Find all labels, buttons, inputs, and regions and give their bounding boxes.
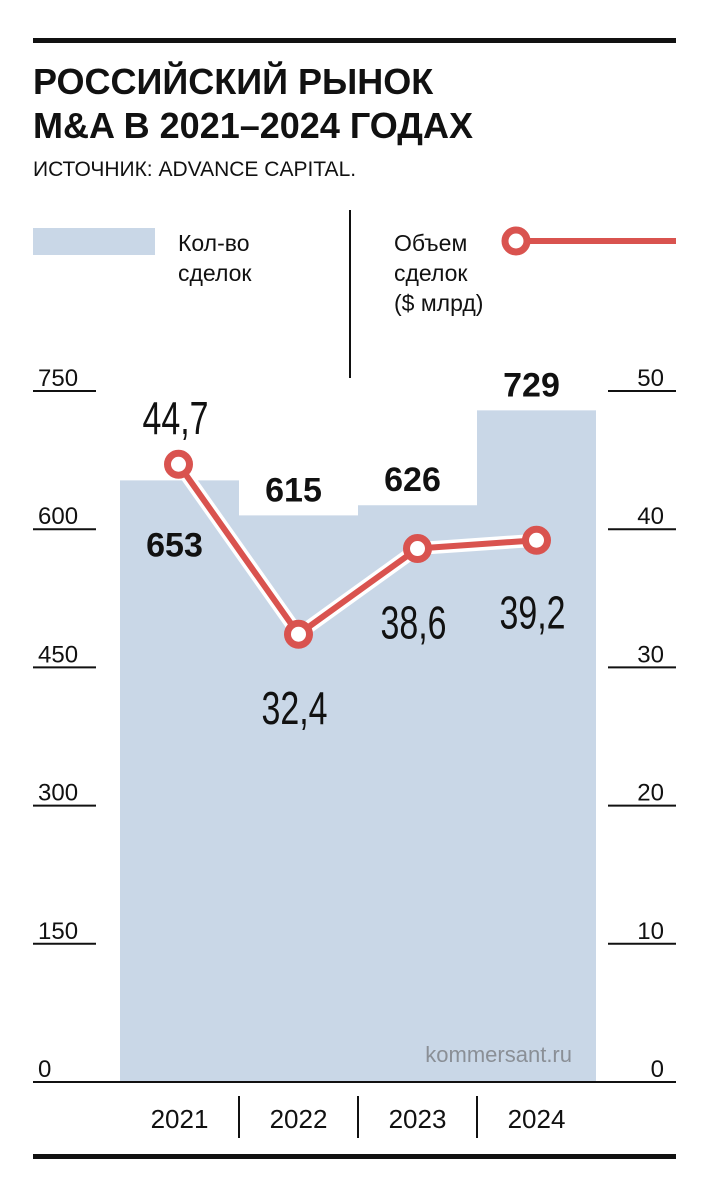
left-tick-label-750: 750	[38, 365, 78, 392]
x-axis: 2021 2022 2023 2024	[151, 1096, 566, 1138]
legend-line-label-line-3: ($ млрд)	[394, 290, 483, 316]
x-tick-label-2023: 2023	[389, 1104, 447, 1134]
line-layer	[164, 449, 551, 649]
right-tick-label-30: 30	[637, 641, 664, 668]
bar-label-2024: 729	[503, 366, 560, 404]
axes-layer: 0 150 300 450 600 750 0 10 20 30 40 50	[33, 365, 676, 1083]
right-tick-label-0: 0	[651, 1056, 664, 1083]
volume-line	[176, 462, 537, 638]
left-tick-label-600: 600	[38, 503, 78, 530]
line-label-2021: 44,7	[143, 392, 209, 444]
x-tick-label-2022: 2022	[270, 1104, 328, 1134]
line-label-2024: 39,2	[500, 586, 566, 638]
legend-line-label-line-1: Объем	[394, 230, 467, 256]
watermark: kommersant.ru	[425, 1042, 572, 1067]
legend-bar-swatch	[33, 228, 155, 255]
right-tick-label-40: 40	[637, 503, 664, 530]
x-tick-label-2024: 2024	[508, 1104, 566, 1134]
right-tick-label-10: 10	[637, 918, 664, 945]
legend-bar-label-line-2: сделок	[178, 260, 252, 286]
chart-title-line-2: M&A В 2021–2024 ГОДАХ	[33, 105, 473, 146]
volume-point-2022	[284, 619, 313, 649]
bar-label-2022: 615	[265, 471, 322, 509]
labels-layer: 653 615 626 729 44,7 32,4 38,6 39,2	[143, 366, 566, 734]
legend-line-label-line-2: сделок	[394, 260, 468, 286]
bar-2024	[477, 410, 596, 1082]
bars-layer	[120, 410, 596, 1082]
bar-label-2023: 626	[384, 461, 441, 499]
x-tick-label-2021: 2021	[151, 1104, 209, 1134]
left-tick-label-450: 450	[38, 641, 78, 668]
bar-2021	[120, 480, 239, 1082]
left-tick-label-300: 300	[38, 780, 78, 807]
bar-2023	[358, 505, 477, 1082]
chart-source: ИСТОЧНИК: ADVANCE CAPITAL.	[33, 158, 356, 181]
volume-point-2024	[522, 525, 551, 555]
legend-bar-label-line-1: Кол-во	[178, 230, 250, 256]
volume-point-2021	[164, 449, 193, 479]
line-label-2022: 32,4	[262, 682, 328, 734]
chart-title-line-1: РОССИЙСКИЙ РЫНОК	[33, 60, 434, 102]
left-tick-label-150: 150	[38, 918, 78, 945]
right-tick-label-20: 20	[637, 780, 664, 807]
left-tick-label-0: 0	[38, 1056, 51, 1083]
top-rule	[33, 38, 676, 43]
line-label-2023: 38,6	[381, 597, 447, 649]
right-tick-label-50: 50	[637, 365, 664, 392]
legend-line-marker	[501, 226, 531, 256]
bottom-rule	[33, 1154, 676, 1159]
volume-point-2023	[403, 534, 432, 564]
bar-label-2021: 653	[146, 526, 203, 564]
